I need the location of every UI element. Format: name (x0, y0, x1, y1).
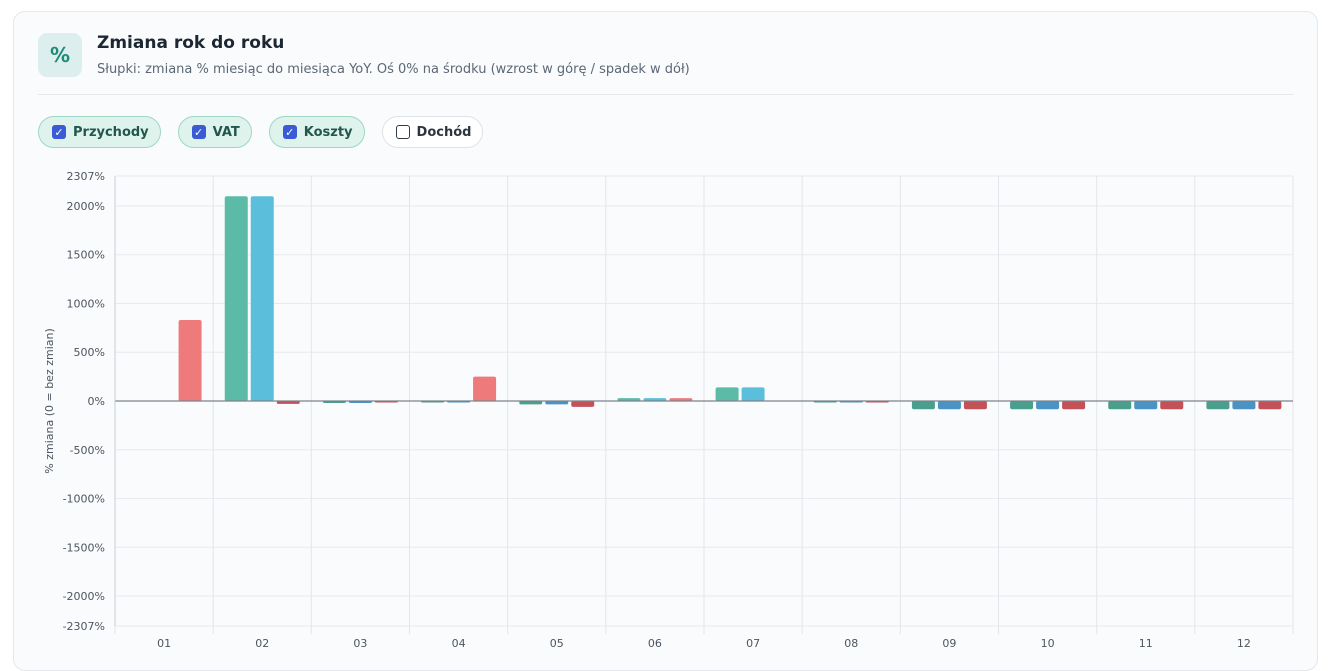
bar-przychody-09[interactable] (911, 401, 935, 410)
x-tick-label: 04 (452, 637, 466, 650)
percent-icon: % (38, 33, 82, 77)
toggle-label: Przychody (73, 124, 149, 140)
bar-koszty-09[interactable] (963, 401, 987, 410)
bar-koszty-05[interactable] (571, 401, 595, 407)
card-subtitle: Słupki: zmiana % miesiąc do miesiąca YoY… (97, 62, 690, 77)
toggle-label: VAT (212, 124, 240, 140)
bar-vat-12[interactable] (1232, 401, 1256, 410)
x-tick-label: 01 (157, 637, 171, 650)
y-tick-label: -1500% (63, 541, 105, 554)
y-tick-label: -500% (70, 444, 105, 457)
checkbox-unchecked-icon[interactable] (395, 125, 410, 139)
bar-przychody-05[interactable] (519, 401, 543, 405)
bar-vat-10[interactable] (1036, 401, 1060, 410)
y-tick-label: -2000% (63, 590, 105, 603)
bar-koszty-04[interactable] (473, 376, 497, 401)
axis-layer: 2307% 2000% 1500% 1000% 500% 0% -500% -1000% -15… (63, 170, 1293, 650)
bar-przychody-12[interactable] (1206, 401, 1230, 410)
x-tick-label: 03 (353, 637, 367, 650)
toggle-label: Koszty (303, 124, 353, 140)
card-title: Zmiana rok do roku (97, 33, 285, 53)
y-tick-label: 1000% (67, 297, 105, 310)
bar-koszty-10[interactable] (1062, 401, 1086, 410)
toggle-label: Dochód (416, 124, 472, 140)
yoy-bar-chart: 2307% 2000% 1500% 1000% 500% 0% -500% -1000% -15… (43, 170, 1294, 650)
bar-koszty-11[interactable] (1160, 401, 1184, 410)
bar-koszty-06[interactable] (669, 398, 693, 401)
x-tick-label: 08 (844, 637, 858, 650)
bar-vat-11[interactable] (1134, 401, 1158, 410)
checkbox-checked-icon[interactable]: ✓ (191, 125, 206, 139)
checkbox-checked-icon[interactable]: ✓ (52, 125, 66, 139)
bar-koszty-02[interactable] (276, 401, 300, 404)
x-tick-label: 12 (1237, 637, 1251, 650)
bar-vat-06[interactable] (643, 398, 667, 401)
x-tick-label: 10 (1041, 637, 1055, 650)
x-tick-label: 11 (1139, 637, 1153, 650)
toggle-przychody[interactable]: ✓ Przychody (38, 116, 161, 148)
x-tick-label: 07 (746, 637, 760, 650)
bar-vat-09[interactable] (937, 401, 961, 410)
toggle-vat[interactable]: ✓ VAT (177, 116, 252, 148)
toggle-koszty[interactable]: ✓ Koszty (268, 116, 365, 148)
y-axis-label: % zmiana (0 = bez zmian) (43, 328, 56, 474)
y-tick-label: -1000% (63, 493, 105, 506)
bar-vat-07[interactable] (741, 387, 765, 401)
checkbox-checked-icon[interactable]: ✓ (282, 125, 297, 139)
header-divider (38, 94, 1294, 95)
x-tick-label: 05 (550, 637, 564, 650)
x-tick-label: 09 (942, 637, 956, 650)
x-tick-label: 06 (648, 637, 662, 650)
y-tick-label: 500% (74, 346, 105, 359)
toggle-dochod[interactable]: Dochód (381, 116, 484, 148)
y-tick-label: 1500% (67, 249, 105, 262)
grid-layer (114, 175, 1294, 634)
bar-koszty-01[interactable] (178, 320, 202, 401)
y-tick-label: -2307% (63, 620, 105, 633)
y-tick-label: 2307% (67, 170, 105, 183)
bar-layer (178, 196, 1282, 410)
bar-przychody-10[interactable] (1010, 401, 1034, 410)
series-toggles: ✓ Przychody ✓ VAT ✓ Koszty Dochód (38, 116, 500, 148)
bar-przychody-11[interactable] (1108, 401, 1132, 410)
bar-przychody-02[interactable] (224, 196, 248, 401)
bar-przychody-07[interactable] (715, 387, 739, 401)
bar-koszty-12[interactable] (1258, 401, 1282, 410)
x-tick-label: 02 (255, 637, 269, 650)
bar-vat-05[interactable] (545, 401, 569, 405)
bar-vat-02[interactable] (250, 196, 274, 401)
y-tick-label: 2000% (67, 200, 105, 213)
y-tick-label: 0% (88, 395, 105, 408)
bar-przychody-06[interactable] (617, 398, 641, 401)
